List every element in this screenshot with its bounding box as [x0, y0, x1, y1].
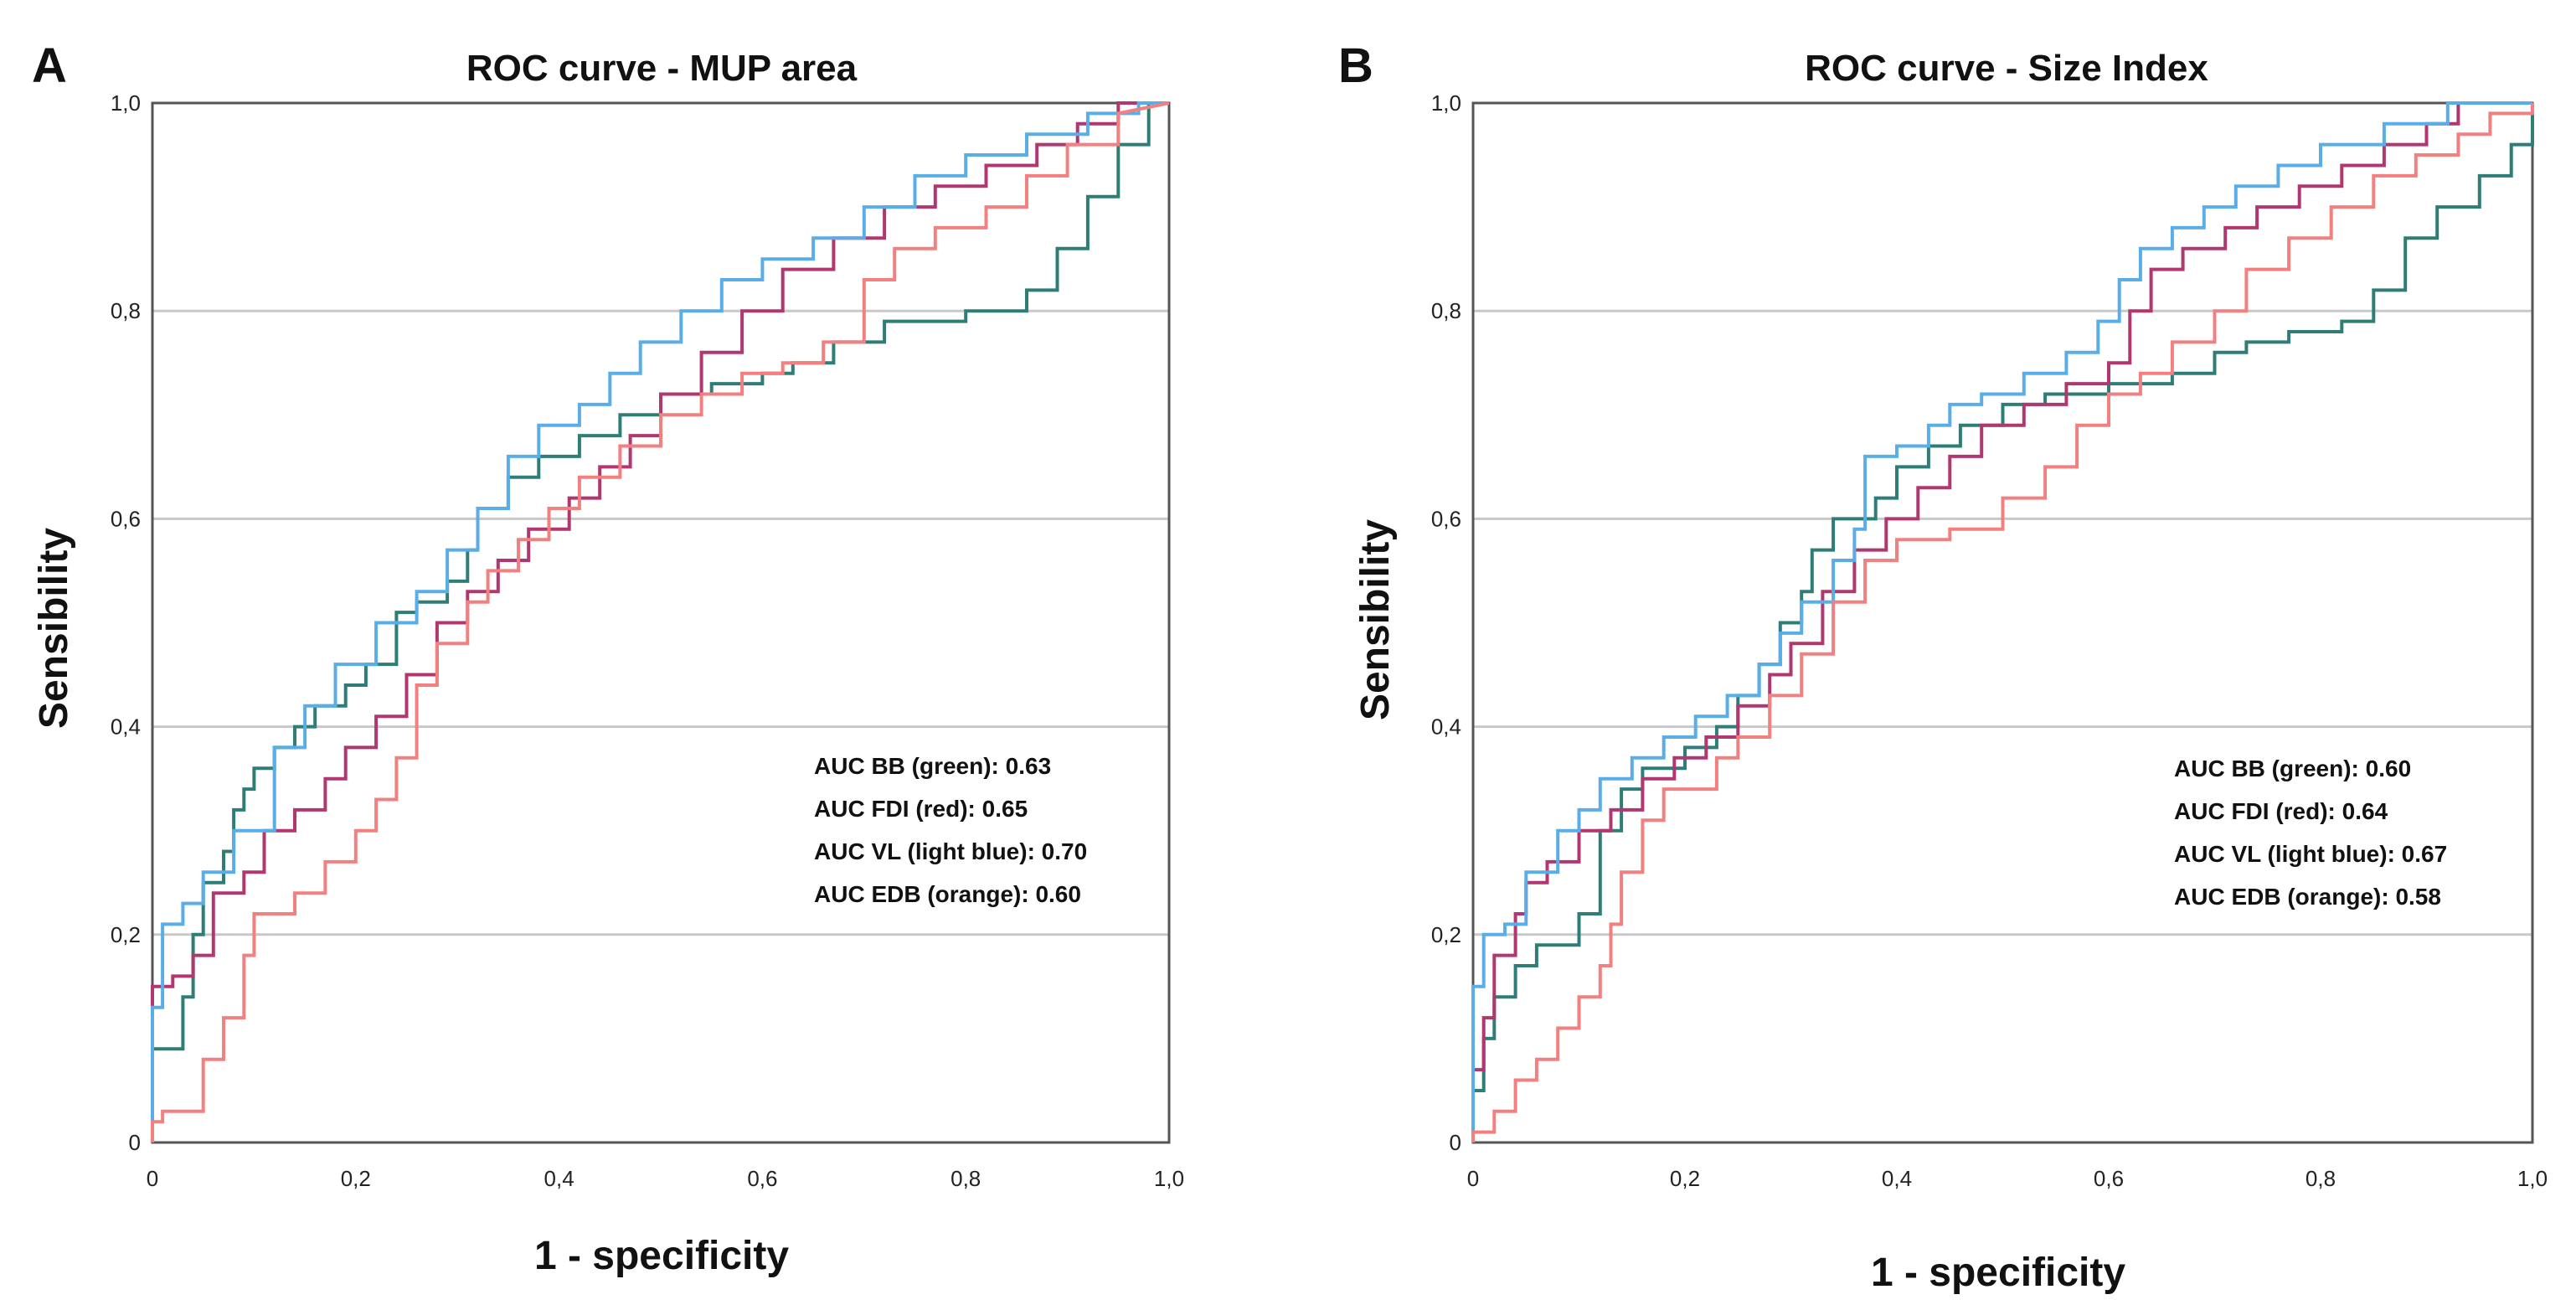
chart-panel-a: A ROC curve - MUP area 1 - specificity S… — [32, 39, 1184, 1278]
y-tick-label-a-0: 0 — [129, 1130, 141, 1155]
auc-annotation-fdi: AUC FDI (red): 0.64 — [2174, 798, 2388, 824]
x-tick-label-b-3: 0,6 — [2094, 1166, 2124, 1191]
y-tick-label-a-4: 0,8 — [111, 298, 141, 323]
x-axis-label-b: 1 - specificity — [1871, 1251, 2125, 1295]
auc-annotation-vl: AUC VL (light blue): 0.67 — [2174, 841, 2447, 867]
x-tick-label-a-2: 0,4 — [544, 1166, 574, 1191]
roc-curve-fdi-a — [151, 101, 1169, 1142]
plot-frame-a — [151, 101, 1171, 1144]
plot-frame-b — [1471, 101, 2534, 1144]
y-tick-label-a-5: 1,0 — [111, 90, 141, 116]
chart-title-a: ROC curve - MUP area — [466, 48, 858, 89]
roc-curve-vl-a — [151, 101, 1169, 1142]
auc-annotation-vl: AUC VL (light blue): 0.70 — [814, 838, 1087, 864]
y-axis-label-b: Sensibility — [1353, 519, 1398, 720]
y-tick-label-b-2: 0,4 — [1431, 714, 1461, 740]
x-tick-label-a-3: 0,6 — [747, 1166, 777, 1191]
x-tick-label-b-2: 0,4 — [1882, 1166, 1912, 1191]
x-tick-label-a-1: 0,2 — [341, 1166, 371, 1191]
auc-annotation-fdi: AUC FDI (red): 0.65 — [814, 796, 1028, 822]
x-tick-label-b-1: 0,2 — [1670, 1166, 1700, 1191]
plot-area-a: 0 0,2 0,4 0,6 0,8 1,0 0 0,2 0,4 0,6 0,8 1,0 — [111, 90, 1184, 1191]
y-tick-label-a-2: 0,4 — [111, 714, 141, 740]
roc-curve-edb-a — [151, 101, 1170, 1142]
x-tick-label-b-4: 0,8 — [2306, 1166, 2336, 1191]
plot-area-b: 0 0,2 0,4 0,6 0,8 1,0 0 0,2 0,4 0,6 0,8 1,0 — [1431, 90, 2548, 1191]
auc-annotation-bb: AUC BB (green): 0.63 — [814, 753, 1051, 779]
panel-letter-b: B — [1338, 39, 1373, 93]
x-tick-label-a-4: 0,8 — [951, 1166, 981, 1191]
auc-annotations-b: AUC BB (green): 0.60 AUC FDI (red): 0.64… — [2174, 756, 2447, 910]
auc-annotation-edb: AUC EDB (orange): 0.60 — [814, 881, 1081, 907]
y-tick-label-b-3: 0,6 — [1431, 506, 1461, 531]
roc-curve-fdi-b — [1471, 101, 2532, 1142]
roc-curve-bb-b — [1471, 103, 2534, 1142]
y-tick-label-b-4: 0,8 — [1431, 298, 1461, 323]
y-tick-label-a-1: 0,2 — [111, 922, 141, 947]
panel-letter-a: A — [32, 39, 67, 93]
auc-annotations-a: AUC BB (green): 0.63 AUC FDI (red): 0.65… — [814, 753, 1087, 907]
x-tick-label-a-5: 1,0 — [1154, 1166, 1184, 1191]
roc-curve-vl-b — [1471, 101, 2532, 1142]
y-tick-label-b-0: 0 — [1450, 1130, 1461, 1155]
x-tick-label-b-5: 1,0 — [2517, 1166, 2548, 1191]
chart-title-b: ROC curve - Size Index — [1805, 48, 2208, 89]
roc-curve-edb-b — [1471, 103, 2534, 1142]
x-tick-label-a-0: 0 — [147, 1166, 158, 1191]
auc-annotation-edb: AUC EDB (orange): 0.58 — [2174, 884, 2441, 910]
x-tick-label-b-0: 0 — [1467, 1166, 1479, 1191]
x-axis-label-a: 1 - specificity — [534, 1234, 789, 1278]
y-tick-label-b-5: 1,0 — [1431, 90, 1461, 116]
y-tick-label-a-3: 0,6 — [111, 506, 141, 531]
auc-annotation-bb: AUC BB (green): 0.60 — [2174, 756, 2411, 781]
chart-panel-b: B ROC curve - Size Index 1 - specificity… — [1338, 39, 2548, 1295]
y-axis-label-a: Sensibility — [32, 528, 76, 729]
y-tick-label-b-1: 0,2 — [1431, 922, 1461, 947]
